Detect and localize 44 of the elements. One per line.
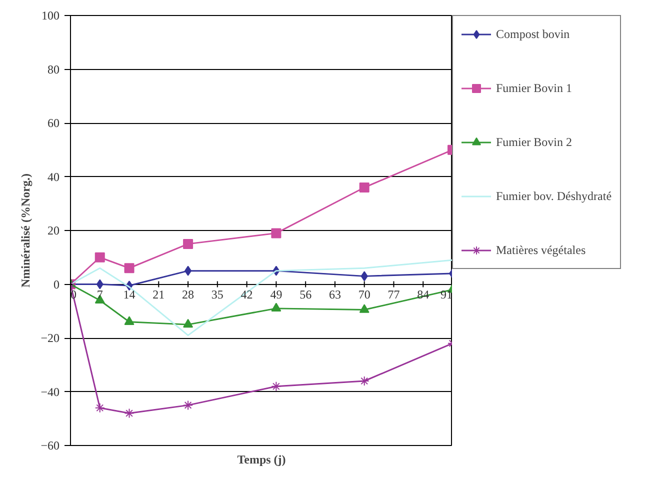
point [183, 400, 194, 410]
x-tick-label: 42 [240, 287, 253, 302]
x-tick-label: 14 [123, 287, 136, 302]
line-series [70, 259, 452, 336]
point [183, 238, 194, 249]
y-tick-label: −40 [40, 384, 60, 399]
point [183, 318, 194, 328]
legend-label: Matières végétales [496, 242, 586, 258]
point [184, 266, 192, 276]
x-tick-label: 77 [388, 287, 400, 302]
legend-label: Compost bovin [496, 26, 570, 42]
point [96, 279, 104, 290]
point [359, 304, 370, 313]
point [271, 302, 282, 312]
x-tick-label: 35 [211, 287, 224, 302]
legend-label: Fumier Bovin 2 [496, 134, 572, 150]
y-tick-label: 80 [48, 62, 60, 76]
point [94, 402, 105, 413]
point [360, 271, 368, 282]
x-tick-label: 21 [152, 287, 165, 302]
x-axis-title: Temps (j) [237, 452, 286, 466]
x-tick-label: 28 [182, 287, 194, 302]
point [359, 376, 370, 386]
y-tick-label: 60 [48, 116, 60, 130]
y-axis-title: Nminéralisé (%Norg.) [18, 174, 33, 288]
point [359, 182, 370, 192]
x-tick-label: 49 [270, 287, 282, 302]
y-tick-label: −60 [40, 438, 60, 452]
point [271, 228, 282, 238]
point [94, 252, 105, 262]
x-tick-label: 56 [300, 287, 312, 302]
point [124, 263, 134, 274]
y-tick-label: 100 [42, 8, 60, 22]
point [271, 381, 282, 392]
y-tick-label: 0 [54, 277, 60, 292]
legend-label: Fumier Bovin 1 [496, 80, 572, 96]
y-tick-label: −20 [40, 331, 60, 345]
x-tick-label: 70 [358, 287, 370, 302]
y-tick-label: 40 [48, 170, 60, 184]
y-tick-label: 20 [48, 224, 60, 238]
point [124, 316, 134, 325]
x-tick-label: 63 [328, 287, 341, 302]
legend-label: Fumier bov. Déshydraté [496, 188, 612, 204]
point [124, 408, 134, 418]
